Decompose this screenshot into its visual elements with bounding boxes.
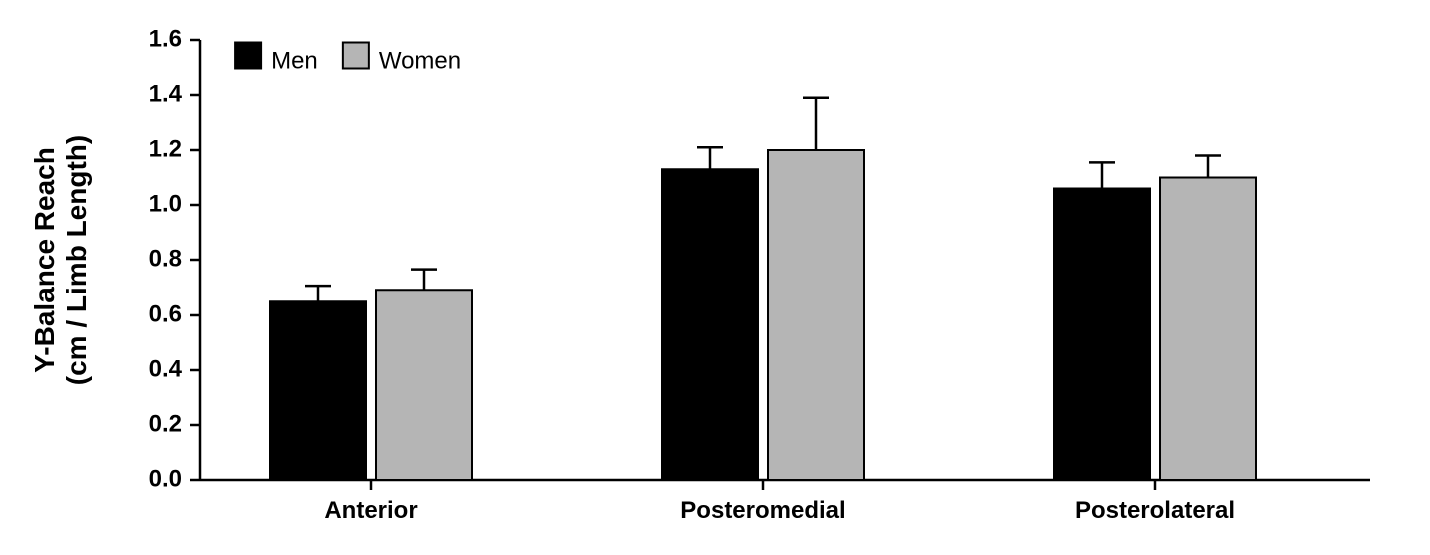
svg-text:0.0: 0.0	[149, 465, 182, 492]
x-axis-category-label: Posteromedial	[680, 497, 845, 524]
y-axis-title-line2: (cm / Limb Length)	[61, 135, 92, 385]
bar	[270, 301, 366, 480]
x-axis-category-label: Anterior	[324, 497, 417, 524]
legend-swatch	[235, 43, 261, 69]
bar	[768, 150, 864, 480]
legend-swatch	[343, 43, 369, 69]
bar	[662, 169, 758, 480]
svg-text:1.4: 1.4	[149, 80, 183, 107]
svg-text:0.8: 0.8	[149, 245, 182, 272]
svg-text:0.6: 0.6	[149, 300, 182, 327]
bar	[376, 290, 472, 480]
svg-text:0.2: 0.2	[149, 410, 182, 437]
bar	[1160, 178, 1256, 481]
y-axis-title-line1: Y-Balance Reach	[29, 147, 60, 373]
x-axis-category-label: Posterolateral	[1075, 497, 1235, 524]
svg-text:1.6: 1.6	[149, 25, 182, 52]
svg-text:1.2: 1.2	[149, 135, 182, 162]
svg-text:0.4: 0.4	[149, 355, 183, 382]
bar-chart: 0.0 0.2 0.4 0.6 0.8 1.0 1.2 1.4 1.6 Y-Balance Rea…	[0, 0, 1430, 555]
chart-container: 0.0 0.2 0.4 0.6 0.8 1.0 1.2 1.4 1.6 Y-Balance Rea…	[0, 0, 1430, 555]
bar	[1054, 189, 1150, 481]
legend-label: Men	[271, 47, 318, 74]
legend-label: Women	[379, 47, 461, 74]
svg-text:1.0: 1.0	[149, 190, 182, 217]
